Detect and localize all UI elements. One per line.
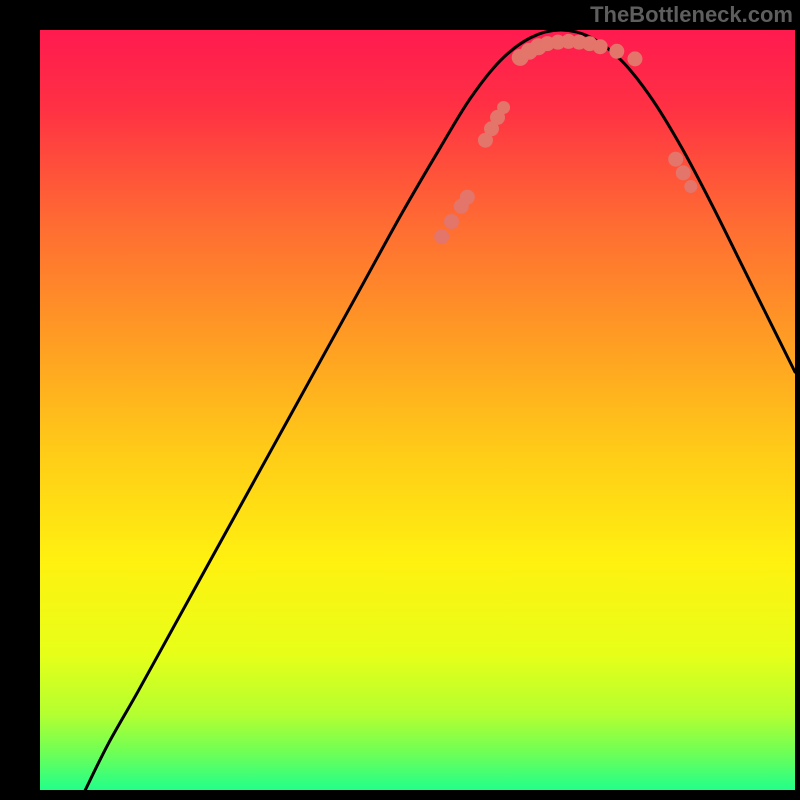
data-marker [593, 40, 607, 54]
data-marker [460, 190, 474, 204]
watermark-text: TheBottleneck.com [590, 2, 793, 28]
plot-area [40, 30, 795, 790]
bottleneck-curve [40, 30, 795, 790]
curve-path [85, 30, 795, 790]
data-marker [498, 102, 510, 114]
chart-container: TheBottleneck.com [0, 0, 800, 800]
data-marker [610, 44, 624, 58]
data-marker [669, 152, 683, 166]
data-marker [444, 215, 458, 229]
data-marker [435, 230, 449, 244]
data-marker [676, 166, 690, 180]
data-marker [685, 181, 697, 193]
data-marker [628, 52, 642, 66]
